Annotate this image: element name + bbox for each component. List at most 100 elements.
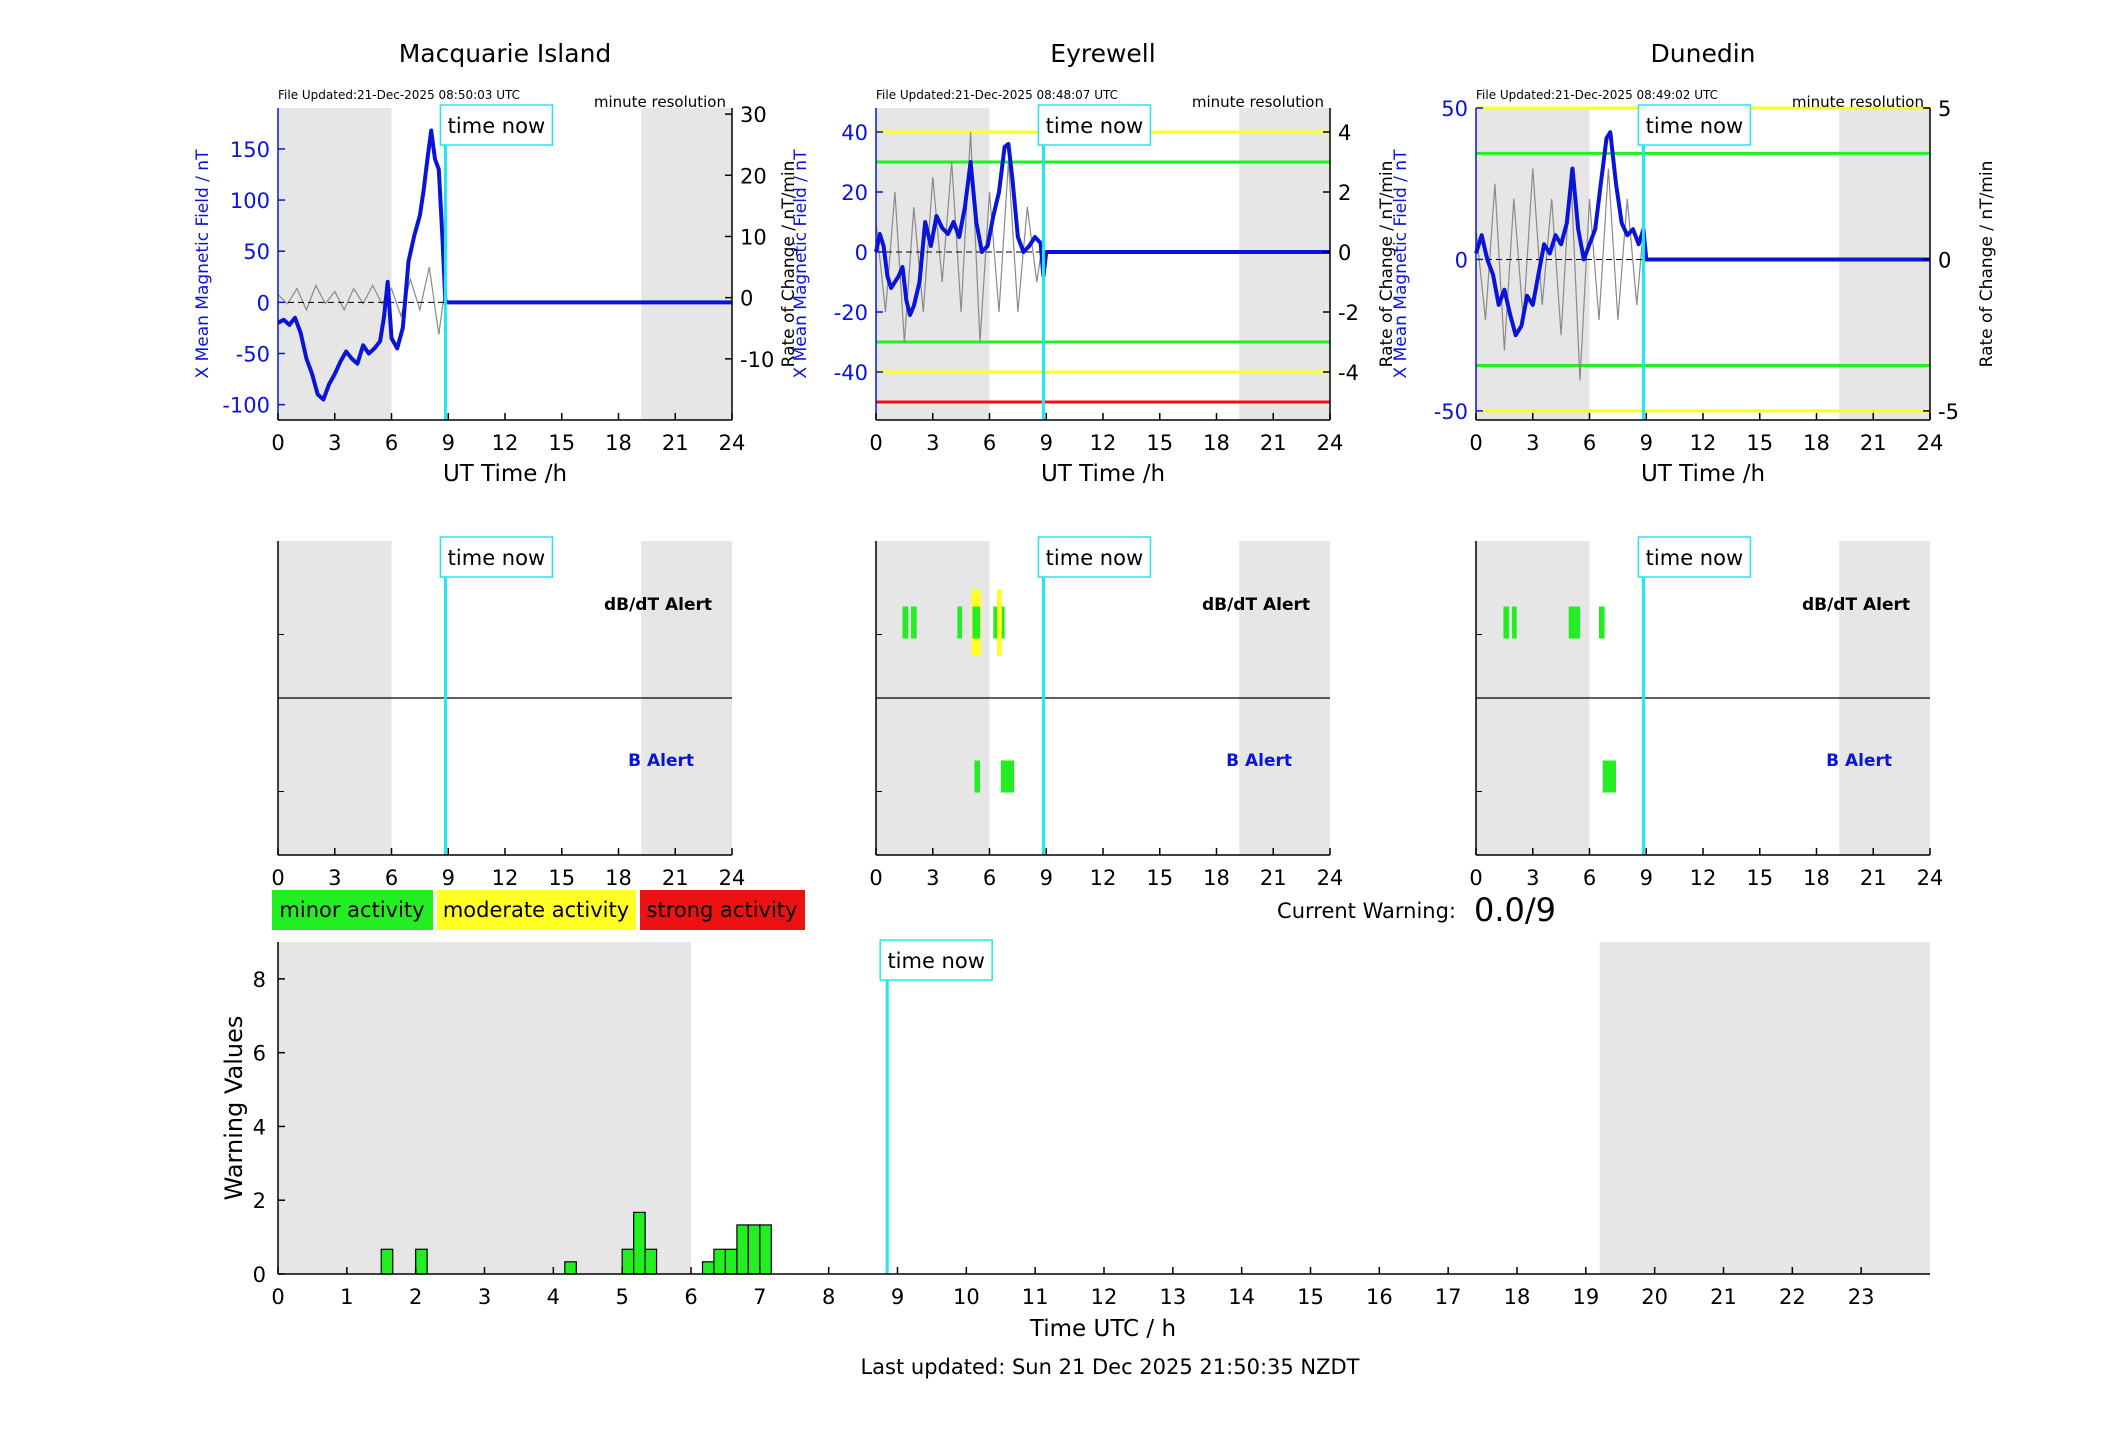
x-tick-label: 15 (1746, 431, 1773, 455)
left-tick-label: 40 (841, 121, 868, 145)
right-tick-label: 0 (740, 287, 753, 311)
x-tick-label: 9 (1040, 866, 1053, 890)
left-tick-label: 0 (257, 291, 270, 315)
x-tick-label: 18 (1803, 431, 1830, 455)
x-tick-label: 9 (1640, 866, 1653, 890)
x-tick-label: 20 (1641, 1285, 1668, 1309)
x-tick-label: 14 (1228, 1285, 1255, 1309)
x-tick-label: 18 (1504, 1285, 1531, 1309)
dbdt-alert-bar (902, 606, 909, 639)
x-mean-field-trace (277, 128, 732, 402)
left-tick-label: 50 (1441, 97, 1468, 121)
station-panel-2: Dunedin time now File Updated:21-Dec-2025 … (1391, 39, 1997, 487)
station-title: Dunedin (1651, 39, 1756, 68)
x-tick-label: 0 (271, 866, 284, 890)
y-right-axis-label: Rate of Change / nT/min (1377, 161, 1397, 368)
dbdt-alert-bar (997, 589, 1002, 656)
x-tick-label: 12 (1091, 1285, 1118, 1309)
x-tick-label: 7 (753, 1285, 766, 1309)
current-warning-label: Current Warning: (1277, 899, 1456, 923)
x-tick-label: 9 (1640, 431, 1653, 455)
x-tick-label: 21 (1710, 1285, 1737, 1309)
x-tick-label: 21 (1860, 866, 1887, 890)
x-tick-label: 13 (1159, 1285, 1186, 1309)
x-axis-label: Time UTC / h (1029, 1316, 1176, 1342)
x-tick-label: 8 (822, 1285, 835, 1309)
x-tick-label: 6 (385, 866, 398, 890)
dbdt-alert-bar (957, 606, 963, 639)
rate-of-change-trace (277, 266, 446, 335)
left-tick-label: -50 (236, 343, 270, 367)
x-mean-field-trace (1474, 130, 1930, 338)
x-tick-label: 18 (605, 431, 632, 455)
left-tick-label: 100 (230, 189, 270, 213)
x-tick-label: 0 (271, 431, 284, 455)
x-tick-label: 15 (1746, 866, 1773, 890)
right-tick-label: -5 (1938, 400, 1959, 424)
dbdt-alert-bar (910, 606, 917, 639)
x-tick-label: 6 (385, 431, 398, 455)
legend-strong-swatch (640, 890, 805, 930)
x-tick-label: 2 (409, 1285, 422, 1309)
x-tick-label: 21 (662, 866, 689, 890)
right-tick-label: -10 (740, 348, 774, 372)
x-tick-label: 9 (442, 866, 455, 890)
x-tick-label: 6 (983, 866, 996, 890)
x-tick-label: 5 (615, 1285, 628, 1309)
y-tick-label: 6 (253, 1042, 266, 1066)
time-now-box (1037, 536, 1152, 578)
station-panel-0: Macquarie Island time now File Updated:21-… (193, 39, 799, 487)
warning-bar (380, 1248, 394, 1275)
y-left-axis-label: X Mean Magnetic Field / nT (1391, 149, 1411, 379)
x-tick-label: 3 (926, 431, 939, 455)
x-tick-label: 3 (328, 431, 341, 455)
x-tick-label: 0 (869, 866, 882, 890)
y-tick-label: 0 (253, 1263, 266, 1287)
y-right-axis-label: Rate of Change / nT/min (779, 161, 799, 368)
left-tick-label: -100 (222, 394, 270, 418)
left-tick-label: -20 (834, 301, 868, 325)
warning-bar (633, 1211, 646, 1275)
x-tick-label: 21 (1260, 431, 1287, 455)
legend-moderate-swatch (437, 890, 636, 930)
x-mean-field-trace (874, 142, 1330, 317)
right-tick-label: 10 (740, 225, 767, 249)
x-axis-label: UT Time /h (1641, 461, 1765, 487)
station-field-panels: Macquarie Island time now File Updated:21-… (193, 39, 1997, 487)
time-now-label: time now (1046, 546, 1143, 570)
x-tick-label: 18 (1203, 431, 1230, 455)
alert-panel-1: time now dB/dT Alert B Alert 0 3 6 9 12 15 18 21 24 (869, 536, 1343, 890)
warning-bar (747, 1224, 761, 1275)
x-tick-label: 15 (1297, 1285, 1324, 1309)
alert-panel-0: time now dB/dT Alert B Alert 0 3 6 9 12 15 18 21 24 (271, 536, 745, 890)
b-alert-label: B Alert (628, 751, 694, 771)
b-alert-bar (1000, 760, 1015, 793)
y-tick-label: 8 (253, 968, 266, 992)
x-tick-label: 4 (547, 1285, 560, 1309)
x-tick-label: 6 (983, 431, 996, 455)
x-tick-label: 24 (1917, 431, 1944, 455)
x-tick-label: 24 (719, 431, 746, 455)
x-tick-label: 0 (271, 1285, 284, 1309)
dbdt-alert-bar (1511, 606, 1517, 639)
x-tick-label: 0 (1469, 866, 1482, 890)
dbdt-alert-bar (1598, 606, 1605, 639)
left-tick-label: 50 (243, 240, 270, 264)
x-tick-label: 15 (548, 431, 575, 455)
dbdt-alert-bar (972, 606, 981, 639)
x-tick-label: 12 (1090, 431, 1117, 455)
x-tick-label: 15 (1146, 866, 1173, 890)
current-warning-value: 0.0/9 (1474, 891, 1556, 929)
x-axis-label: UT Time /h (443, 461, 567, 487)
x-tick-label: 16 (1366, 1285, 1393, 1309)
last-updated: Last updated: Sun 21 Dec 2025 21:50:35 N… (860, 1355, 1359, 1379)
x-tick-label: 21 (1860, 431, 1887, 455)
station-panel-1: Eyrewell time now File Updated:21-Dec-2025… (791, 39, 1397, 487)
x-tick-label: 12 (1690, 431, 1717, 455)
x-tick-label: 23 (1848, 1285, 1875, 1309)
b-alert-bar (974, 760, 981, 793)
x-tick-label: 9 (442, 431, 455, 455)
warning-bar (644, 1248, 658, 1275)
time-now-box (439, 104, 554, 146)
right-tick-label: -2 (1338, 301, 1359, 325)
